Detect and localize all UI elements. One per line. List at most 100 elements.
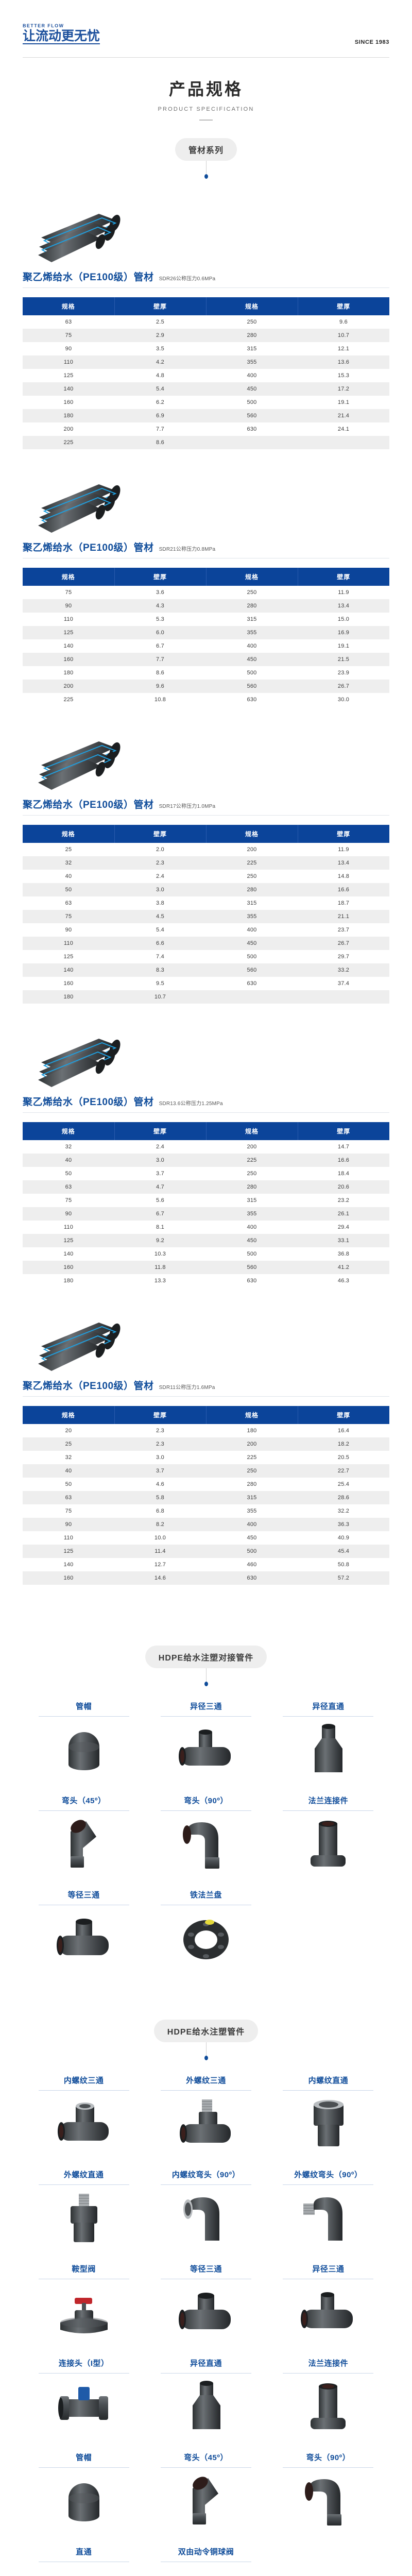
- table-cell: 630: [247, 980, 257, 987]
- table-cell: 5.8: [156, 1495, 164, 1501]
- table-cell: 29.7: [337, 954, 350, 960]
- fitting-label: 等径三通: [190, 2265, 222, 2274]
- table-cell: 200: [63, 683, 74, 689]
- fitting-item[interactable]: 弯头（45º）: [23, 1786, 145, 1880]
- page-title-block: 产品规格 PRODUCT SPECIFICATION: [0, 58, 412, 121]
- fitting-item[interactable]: 内螺纹三通: [23, 2065, 145, 2160]
- spec-table-header: 壁厚: [114, 568, 207, 586]
- fitting-item[interactable]: 法兰连接件: [267, 2348, 389, 2443]
- table-row: 75 2.9 280 10.7: [23, 329, 389, 342]
- table-cell: 40: [65, 873, 72, 879]
- fitting-item[interactable]: 外螺纹三通: [145, 2065, 267, 2160]
- table-cell: 63: [65, 1495, 72, 1501]
- table-cell: 250: [247, 1171, 257, 1177]
- fitting-item[interactable]: 弯头（90º）: [267, 2443, 389, 2537]
- table-cell: 50: [65, 887, 72, 893]
- fitting-item[interactable]: 异径直通: [145, 2348, 267, 2443]
- table-cell: 28.6: [337, 1495, 350, 1501]
- product-pressure-rating: SDR13.6公称压力1.25MPa: [159, 1101, 223, 1107]
- fitting-item[interactable]: 管帽: [23, 1691, 145, 1786]
- table-cell: 63: [65, 1184, 72, 1190]
- fitting-label: 连接头（I型）: [58, 2359, 109, 2368]
- fitting-item[interactable]: 双由动令铜球阀: [145, 2537, 267, 2576]
- fitting-item[interactable]: 内螺纹弯头（90º）: [145, 2160, 267, 2254]
- table-cell: 40: [65, 1468, 72, 1474]
- badge-stem: [205, 1668, 207, 1682]
- section-badge-pipe-series: 管材系列: [175, 138, 237, 161]
- table-cell: 160: [63, 1575, 74, 1581]
- fitting-item[interactable]: 外螺纹弯头（90º）: [267, 2160, 389, 2254]
- table-cell: 11.9: [338, 589, 349, 596]
- table-cell: 13.4: [337, 860, 350, 866]
- fittings-section-1-header: HDPE给水注塑对接管件: [0, 1646, 412, 1686]
- saddle-valve-icon: [26, 2282, 142, 2343]
- table-cell: 2.4: [156, 1144, 164, 1150]
- fitting-item[interactable]: 等径三通: [23, 1880, 145, 1974]
- table-cell: 57.2: [337, 1575, 350, 1581]
- table-cell: 41.2: [337, 1264, 350, 1270]
- fitting-item[interactable]: 直通: [23, 2537, 145, 2576]
- table-cell: 280: [247, 332, 257, 338]
- table-row: 32 2.4 200 14.7: [23, 1140, 389, 1154]
- fitting-item[interactable]: 异径直通: [267, 1691, 389, 1786]
- reducing-coupler-icon: [148, 2377, 264, 2437]
- table-cell: 33.1: [337, 1238, 350, 1244]
- table-cell: 5.4: [156, 386, 164, 392]
- table-cell: 10.8: [154, 697, 166, 703]
- fitting-item[interactable]: 异径三通: [145, 1691, 267, 1786]
- table-cell: 400: [247, 1521, 257, 1528]
- table-cell: 160: [63, 980, 74, 987]
- table-cell: 355: [247, 913, 257, 920]
- product-heading: 聚乙烯给水（PE100级）管材 SDR21公称压力0.8MPa: [23, 540, 389, 558]
- spec-table-header: 壁厚: [114, 297, 207, 315]
- fitting-underline: [283, 2090, 374, 2091]
- fitting-item[interactable]: 等径三通: [145, 2254, 267, 2348]
- spec-table: 规格 壁厚 规格 壁厚 20 2.3 180 16.4 25 2.3 200 18.2 32 3.0 225…: [23, 1406, 389, 1585]
- fitting-underline: [283, 2373, 374, 2374]
- reducing-tee-icon: [270, 2282, 386, 2343]
- table-row: 225 10.8 630 30.0: [23, 693, 389, 706]
- fitting-item[interactable]: 外螺纹直通: [23, 2160, 145, 2254]
- table-cell: 315: [247, 1495, 257, 1501]
- spec-table-header: 规格: [206, 568, 298, 586]
- fitting-item[interactable]: 连接头（I型）: [23, 2348, 145, 2443]
- table-cell: 6.6: [156, 940, 164, 946]
- table-cell: 9.2: [156, 1238, 164, 1244]
- fitting-item[interactable]: 弯头（90º）: [145, 1786, 267, 1880]
- table-cell: 12.1: [337, 346, 350, 352]
- fitting-item[interactable]: 鞍型阀: [23, 2254, 145, 2348]
- fitting-label: 等径三通: [67, 1891, 100, 1900]
- fitting-label: 外螺纹直通: [63, 2171, 104, 2179]
- spec-table-header: 规格: [23, 568, 115, 586]
- fitting-underline: [283, 2467, 374, 2468]
- table-cell: 200: [63, 426, 74, 432]
- equal-tee-icon: [26, 1908, 142, 1969]
- table-cell: 450: [247, 386, 257, 392]
- table-cell: 125: [63, 372, 74, 379]
- logo-tagline-en: BETTER FLOW: [23, 23, 64, 28]
- fitting-underline: [161, 2467, 251, 2468]
- table-row: 63 2.5 250 9.6: [23, 315, 389, 329]
- table-cell: 315: [247, 346, 257, 352]
- spec-table-header: 规格: [206, 825, 298, 843]
- fitting-item[interactable]: 内螺纹直通: [267, 2065, 389, 2160]
- table-cell: 26.7: [337, 683, 350, 689]
- table-cell: [206, 990, 298, 1004]
- fitting-item[interactable]: 异径三通: [267, 2254, 389, 2348]
- table-row: 140 6.7 400 19.1: [23, 639, 389, 653]
- table-cell: 400: [247, 927, 257, 933]
- table-cell: 3.5: [156, 346, 164, 352]
- fitting-item[interactable]: 法兰连接件: [267, 1786, 389, 1880]
- table-cell: 225: [247, 1454, 257, 1461]
- table-row: 140 8.3 560 33.2: [23, 963, 389, 977]
- fitting-item[interactable]: 弯头（45º）: [145, 2443, 267, 2537]
- table-cell: 14.7: [337, 1144, 350, 1150]
- table-cell: 280: [247, 887, 257, 893]
- elbow-45-icon: [148, 2471, 264, 2532]
- fitting-item[interactable]: 管帽: [23, 2443, 145, 2537]
- fitting-item[interactable]: 铁法兰盘: [145, 1880, 267, 1974]
- table-row: 160 7.7 450 21.5: [23, 653, 389, 666]
- product-heading: 聚乙烯给水（PE100级）管材 SDR17公称压力1.0MPa: [23, 797, 389, 815]
- table-cell: 32: [65, 860, 72, 866]
